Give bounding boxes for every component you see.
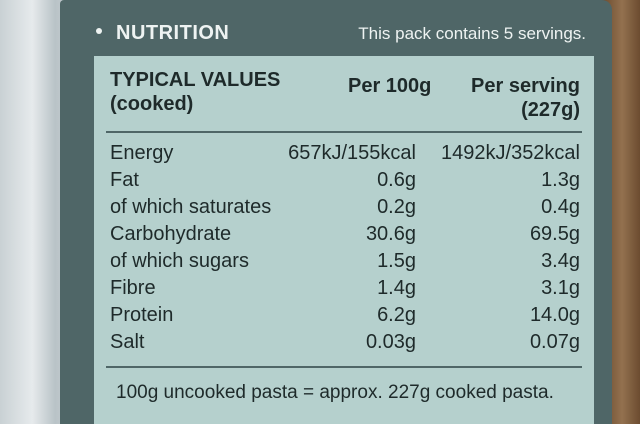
- value-per100: 0.6g: [377, 169, 416, 191]
- value-perserving: 1.3g: [541, 169, 580, 191]
- value-perserving: 3.1g: [541, 277, 580, 299]
- table-row: Carbohydrate 30.6g 69.5g: [94, 221, 594, 248]
- table-row: Protein 6.2g 14.0g: [94, 302, 594, 329]
- nutrient-rows: Energy 657kJ/155kcal 1492kJ/352kcal Fat …: [94, 140, 594, 356]
- nutrient-name: Fat: [110, 169, 139, 191]
- table-row: of which sugars 1.5g 3.4g: [94, 248, 594, 275]
- col-header-typical-sub: (cooked): [110, 93, 194, 115]
- value-perserving: 14.0g: [529, 304, 580, 326]
- table-row: Fat 0.6g 1.3g: [94, 167, 594, 194]
- nutrient-name: Carbohydrate: [110, 223, 232, 245]
- divider: [106, 131, 582, 133]
- col-header-per100: Per 100g: [348, 75, 432, 97]
- nutrition-table: TYPICAL VALUES (cooked) Per 100g Per ser…: [94, 56, 594, 424]
- value-perserving: 3.4g: [541, 250, 580, 272]
- col-header-perserving: Per serving: [471, 75, 580, 97]
- value-per100: 30.6g: [365, 223, 416, 245]
- value-per100: 1.4g: [377, 277, 416, 299]
- nutrition-header: NUTRITION This pack contains 5 servings.: [96, 18, 592, 54]
- col-header-typical: TYPICAL VALUES: [110, 69, 281, 91]
- value-per100: 0.03g: [365, 331, 416, 353]
- value-per100: 6.2g: [377, 304, 416, 326]
- value-per100: 0.2g: [377, 196, 416, 218]
- table-row: Fibre 1.4g 3.1g: [94, 275, 594, 302]
- table-row: Salt 0.03g 0.07g: [94, 329, 594, 356]
- divider: [106, 366, 582, 368]
- table-row: Energy 657kJ/155kcal 1492kJ/352kcal: [94, 140, 594, 167]
- bullet-dot: [96, 28, 102, 34]
- value-per100: 657kJ/155kcal: [288, 142, 416, 164]
- nutrition-title: NUTRITION: [116, 22, 230, 44]
- value-perserving: 69.5g: [529, 223, 580, 245]
- nutrient-name: Salt: [110, 331, 145, 353]
- value-perserving: 0.4g: [541, 196, 580, 218]
- col-header-perserving-sub: (227g): [521, 99, 580, 121]
- servings-note: This pack contains 5 servings.: [358, 24, 586, 43]
- footnote: 100g uncooked pasta = approx. 227g cooke…: [116, 382, 554, 403]
- value-perserving: 1492kJ/352kcal: [441, 142, 580, 164]
- nutrient-name: of which sugars: [110, 250, 249, 272]
- value-per100: 1.5g: [377, 250, 416, 272]
- value-perserving: 0.07g: [529, 331, 580, 353]
- nutrient-name: Fibre: [110, 277, 156, 299]
- nutrient-name: Protein: [110, 304, 174, 326]
- nutrient-name: of which saturates: [110, 196, 272, 218]
- table-row: of which saturates 0.2g 0.4g: [94, 194, 594, 221]
- nutrient-name: Energy: [110, 142, 174, 164]
